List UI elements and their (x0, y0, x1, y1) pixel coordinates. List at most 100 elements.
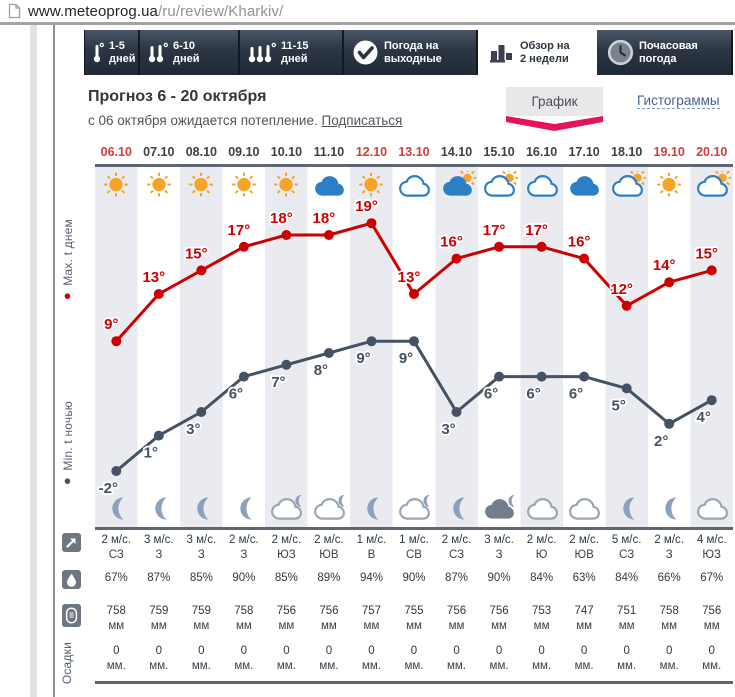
tab-weekend-weather[interactable]: Погода на выходные (344, 30, 478, 75)
tab-label-line1: 1-5 (109, 39, 125, 52)
night-icon-moon (350, 491, 393, 525)
precipitation-label: Осадки (60, 639, 74, 687)
precipitation-cell: 0 мм. (447, 645, 467, 672)
humidity-cell: 85% (274, 572, 298, 584)
svg-text:2°: 2° (654, 433, 668, 450)
tab-label-line1: 6-10 (173, 39, 196, 52)
precipitation-cell: 0 мм. (574, 645, 594, 672)
night-icon-moon (223, 491, 266, 525)
svg-text:3°: 3° (186, 421, 200, 438)
divider-under-night-icons (95, 527, 733, 530)
forecast-chart: 9° 13° 15° 17° 18° 18° 19° 13° 16° 17° 17° 16° 12° 14… (95, 167, 733, 527)
date-row: 06.10 07.10 08.10 09.10 10.10 11.10 12.10 13.10… (95, 141, 733, 163)
subscribe-link[interactable]: Подписаться (321, 113, 403, 128)
svg-text:1°: 1° (144, 445, 158, 462)
humidity-cell: 85% (189, 572, 213, 584)
tab-label-line2: 2 недели (520, 52, 569, 65)
precipitation-cell: 0 мм. (659, 645, 679, 672)
svg-text:18°: 18° (270, 210, 293, 227)
precipitation-cell: 0 мм. (149, 645, 169, 672)
night-icon-moon (648, 491, 691, 525)
tab-hourly-weather[interactable]: Почасовая погода (597, 30, 733, 75)
wind-cell: 2 м/с. СЗ (441, 534, 472, 561)
humidity-cell: 90% (402, 572, 426, 584)
divider-bottom (95, 681, 733, 684)
tab-label-line1: Погода на (384, 39, 439, 52)
tab-label-line2: дней (281, 52, 308, 65)
svg-text:17°: 17° (483, 222, 506, 239)
night-icon-moon (605, 491, 648, 525)
precipitation-row: 0 мм. 0 мм. 0 мм. 0 мм. 0 мм. 0 мм. 0 мм. 0 мм. 0 мм. 0 мм.… (95, 644, 733, 674)
tab-label-line1: 11-15 (281, 39, 309, 52)
day-icon-cloud-o (520, 169, 563, 201)
svg-text:12°: 12° (610, 281, 633, 298)
wind-cell: 3 м/с. З (143, 534, 174, 561)
precipitation-cell: 0 мм. (276, 645, 296, 672)
night-icon-cloud-n (690, 491, 733, 525)
svg-text:9°: 9° (104, 316, 118, 333)
wind-cell: 2 м/с. З (654, 534, 684, 561)
view-toggle-histograms[interactable]: Гистограммы (637, 93, 720, 109)
max-temp-dot: ● (60, 289, 75, 305)
legend-max-temp: ● Max. t днем (60, 203, 75, 325)
tab-11-15-days[interactable]: 11-15 дней (240, 30, 344, 75)
tab-1-5-days[interactable]: 1-5 дней (84, 30, 140, 75)
date-cell: 20.10 (696, 145, 728, 159)
svg-text:14°: 14° (653, 257, 676, 274)
tab-label-line1: Обзор на (520, 39, 570, 52)
humidity-row: 67% 87% 85% 90% 85% 89% 94% 90% 87% 90% 84% 63% 84% 6… (95, 571, 733, 586)
svg-text:16°: 16° (568, 234, 591, 251)
wind-cell: 2 м/с. ЮВ (569, 534, 599, 561)
svg-text:6°: 6° (229, 386, 243, 403)
day-icon-sun (138, 169, 181, 201)
wind-cell: 5 м/с. СЗ (611, 534, 642, 561)
page-left-shadow (30, 25, 37, 697)
pressure-cell: 755 мм (404, 605, 424, 632)
pressure-cell: 753 мм (531, 605, 552, 632)
svg-text:15°: 15° (185, 245, 208, 262)
thermometer-icon (148, 42, 168, 64)
wind-cell: 3 м/с. З (186, 534, 217, 561)
pressure-cell: 756 мм (276, 605, 296, 632)
night-icon-moon (435, 491, 478, 525)
humidity-cell: 90% (487, 572, 511, 584)
svg-text:16°: 16° (440, 234, 463, 251)
page-subtitle: с 06 октября ожидается потепление. Подпи… (88, 113, 402, 128)
night-icon-cloud-n (520, 491, 563, 525)
date-cell: 09.10 (228, 145, 260, 159)
date-cell: 07.10 (143, 145, 175, 159)
min-temp-dot: ● (60, 473, 75, 490)
humidity-cell: 66% (657, 572, 681, 584)
svg-text:19°: 19° (355, 198, 378, 215)
precipitation-cell: 0 мм. (361, 645, 381, 672)
day-weather-icon-row (95, 169, 733, 201)
day-icon-cloud-o-sun (478, 169, 521, 201)
tab-label-line2: погода (639, 52, 677, 65)
day-icon-sun (95, 169, 138, 201)
day-icon-sun (223, 169, 266, 201)
thermometer-icon (93, 42, 104, 64)
forecast-tabs: 1-5 дней 6-10 дней 11-15 дней Погода на выхо… (84, 30, 733, 75)
wind-cell: 4 м/с. ЮЗ (696, 534, 727, 561)
humidity-cell: 94% (359, 572, 383, 584)
date-cell: 12.10 (355, 145, 388, 159)
wind-cell: 2 м/с. З (229, 534, 259, 561)
humidity-cell: 84% (615, 572, 639, 584)
panel-left-border (53, 25, 55, 697)
day-icon-cloud (308, 169, 351, 201)
pressure-cell: 751 мм (617, 605, 637, 632)
tab-two-week-overview[interactable]: Обзор на 2 недели (478, 30, 597, 75)
date-cell: 06.10 (100, 145, 132, 159)
svg-text:7°: 7° (271, 374, 285, 391)
view-toggle-graph[interactable]: График (506, 87, 603, 116)
humidity-drop-icon (62, 570, 81, 589)
precipitation-cell: 0 мм. (191, 645, 211, 672)
svg-text:17°: 17° (525, 222, 548, 239)
night-icon-cloud-o-moon (393, 491, 436, 525)
date-cell: 11.10 (313, 145, 345, 159)
day-icon-cloud-o-sun (605, 169, 648, 201)
address-bar[interactable]: www.meteoprog.ua/ru/review/Kharkiv/ (0, 0, 735, 22)
date-cell: 13.10 (398, 145, 430, 159)
tab-6-10-days[interactable]: 6-10 дней (140, 30, 240, 75)
